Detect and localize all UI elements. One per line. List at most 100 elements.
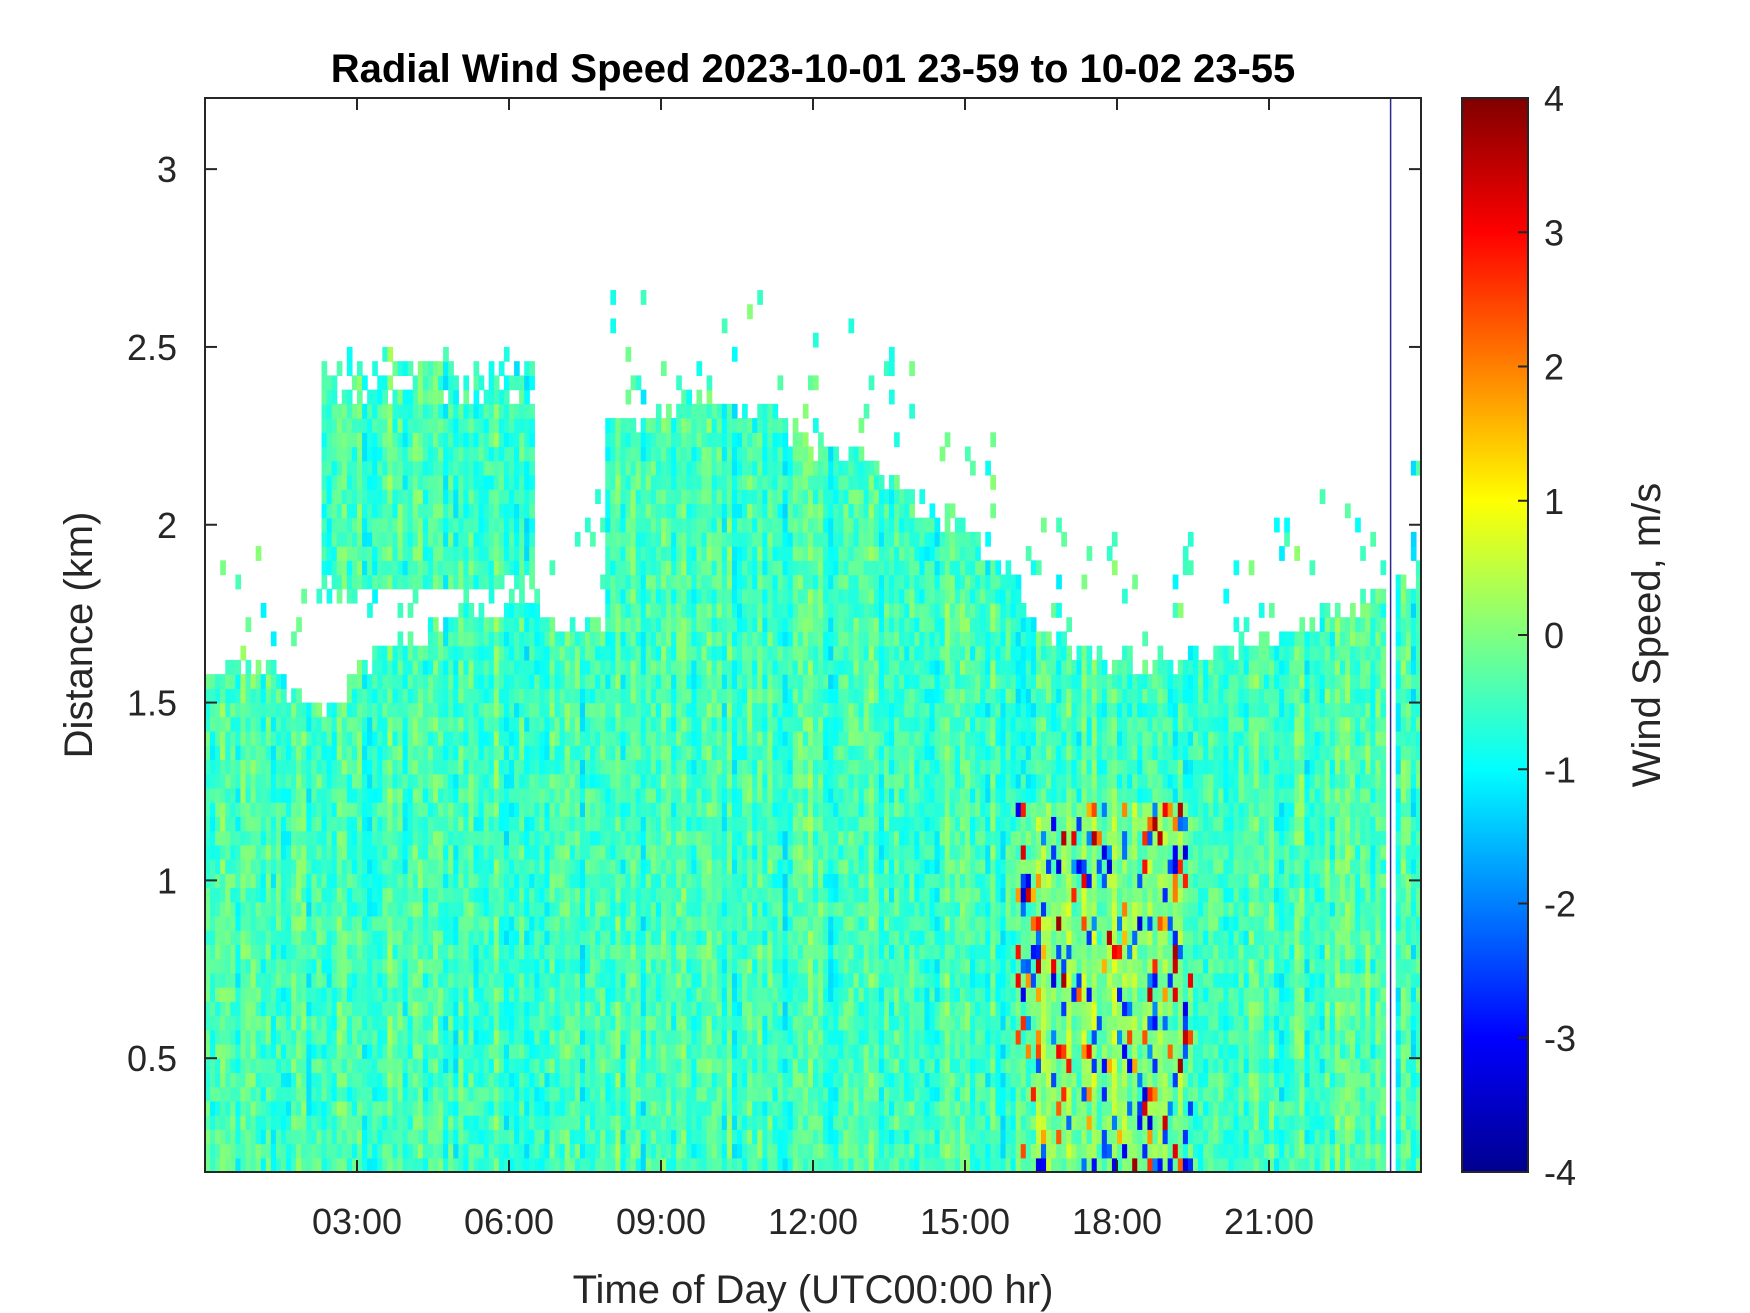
heatmap-cell	[534, 773, 540, 789]
heatmap-cell	[686, 574, 692, 590]
heatmap-cell	[666, 659, 672, 675]
heatmap-cell	[701, 1157, 708, 1172]
heatmap-cell	[549, 944, 556, 960]
heatmap-cell	[468, 901, 475, 917]
heatmap-cell	[731, 1001, 738, 1017]
heatmap-cell	[615, 688, 622, 704]
heatmap-cell	[362, 1086, 368, 1102]
heatmap-cell	[640, 745, 647, 761]
heatmap-cell	[630, 432, 637, 448]
heatmap-cell	[640, 816, 647, 832]
heatmap-cell	[438, 546, 444, 561]
heatmap-cell	[260, 1129, 267, 1145]
heatmap-cell	[458, 659, 464, 675]
heatmap-cell	[210, 1129, 216, 1145]
heatmap-cell	[422, 659, 429, 675]
heatmap-cell	[225, 972, 231, 988]
heatmap-cell	[600, 787, 606, 803]
heatmap-cell	[397, 460, 404, 476]
heatmap-cell	[402, 446, 409, 462]
heatmap-cell	[650, 802, 657, 817]
heatmap-cell	[296, 972, 302, 988]
heatmap-cell	[671, 873, 677, 889]
heatmap-cell	[640, 773, 647, 789]
heatmap-cell	[205, 1001, 211, 1017]
heatmap-cell	[478, 1143, 485, 1159]
heatmap-cell	[468, 1058, 475, 1074]
heatmap-cell	[417, 1157, 424, 1172]
heatmap-cell	[569, 1058, 576, 1074]
heatmap-cell	[387, 958, 394, 974]
heatmap-cell	[235, 773, 242, 789]
heatmap-cell	[509, 773, 515, 789]
heatmap-cell	[711, 1129, 718, 1145]
heatmap-cell	[661, 546, 667, 561]
heatmap-cell	[534, 1086, 540, 1102]
heatmap-cell	[676, 560, 682, 576]
heatmap-cell	[645, 503, 652, 519]
heatmap-cell	[605, 1100, 611, 1116]
heatmap-cell	[706, 389, 713, 405]
heatmap-cell	[367, 1015, 373, 1031]
heatmap-cell	[640, 674, 647, 689]
heatmap-cell	[422, 1043, 429, 1059]
heatmap-cell	[559, 1086, 566, 1102]
heatmap-cell	[463, 517, 470, 533]
heatmap-cell	[341, 773, 348, 789]
heatmap-cell	[392, 773, 399, 789]
heatmap-cell	[326, 1115, 333, 1130]
heatmap-cell	[296, 1157, 302, 1172]
heatmap-cell	[402, 915, 409, 931]
heatmap-cell	[686, 503, 692, 519]
heatmap-cell	[574, 901, 581, 917]
heatmap-cell	[362, 716, 368, 732]
heatmap-cell	[281, 830, 287, 846]
heatmap-cell	[488, 1143, 495, 1159]
heatmap-cell	[402, 1157, 409, 1172]
heatmap-cell	[488, 361, 495, 376]
heatmap-cell	[640, 489, 647, 505]
heatmap-cell	[666, 830, 672, 846]
heatmap-cell	[615, 1143, 622, 1159]
heatmap-cell	[351, 546, 358, 561]
heatmap-cell	[696, 745, 703, 761]
heatmap-cell	[706, 1143, 713, 1159]
heatmap-cell	[655, 731, 662, 746]
heatmap-cell	[463, 1043, 470, 1059]
heatmap-cell	[260, 1072, 267, 1088]
heatmap-cell	[503, 972, 510, 988]
heatmap-cell	[610, 1072, 616, 1088]
heatmap-cell	[417, 745, 424, 761]
heatmap-cell	[357, 432, 363, 448]
heatmap-cell	[574, 972, 581, 988]
heatmap-cell	[483, 489, 490, 505]
heatmap-cell	[357, 1115, 363, 1130]
heatmap-cell	[443, 773, 449, 789]
heatmap-cell	[666, 844, 672, 860]
heatmap-cell	[534, 816, 540, 832]
heatmap-cell	[600, 901, 606, 917]
heatmap-cell	[422, 503, 429, 519]
heatmap-cell	[205, 1143, 211, 1159]
heatmap-cell	[407, 574, 414, 590]
heatmap-cell	[321, 503, 328, 519]
heatmap-cell	[681, 432, 687, 448]
heatmap-cell	[438, 1029, 444, 1045]
heatmap-cell	[585, 517, 591, 533]
heatmap-cell	[503, 915, 510, 931]
heatmap-cell	[640, 588, 647, 604]
heatmap-cell	[529, 361, 535, 376]
heatmap-cell	[433, 531, 439, 547]
heatmap-cell	[255, 802, 262, 817]
heatmap-cell	[433, 901, 439, 917]
heatmap-cell	[407, 460, 414, 476]
heatmap-cell	[696, 403, 703, 419]
heatmap-cell	[351, 531, 358, 547]
heatmap-cell	[397, 1029, 404, 1045]
heatmap-cell	[620, 958, 627, 974]
heatmap-cell	[534, 873, 540, 889]
heatmap-cell	[493, 1072, 500, 1088]
heatmap-cell	[372, 702, 378, 718]
heatmap-cell	[392, 659, 399, 675]
heatmap-cell	[235, 987, 242, 1002]
